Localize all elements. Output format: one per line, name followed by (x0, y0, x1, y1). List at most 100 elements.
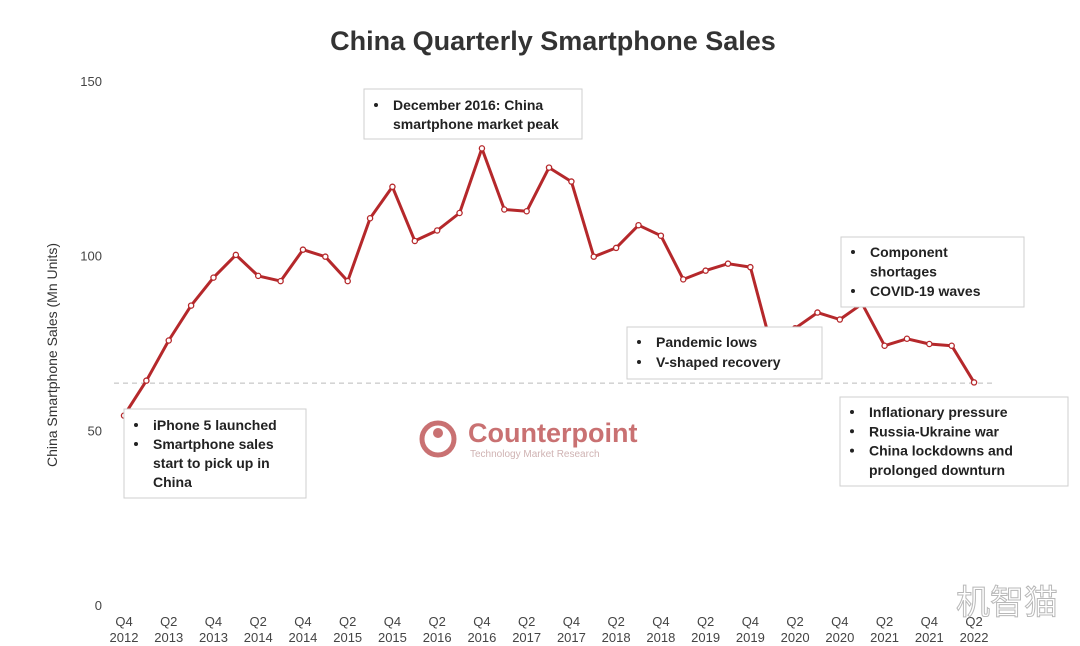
data-point (143, 377, 150, 384)
x-tick-year: 2014 (244, 630, 273, 645)
data-point (635, 221, 642, 229)
logo-dot-icon (433, 428, 443, 438)
annotation-line: Inflationary pressure (869, 404, 1008, 420)
annotation-line: shortages (870, 264, 937, 280)
data-point (926, 340, 933, 348)
data-point (299, 246, 307, 253)
annotation-line: China lockdowns and (869, 443, 1013, 459)
data-point (724, 260, 732, 267)
watermark: 机智猫 (956, 583, 1058, 623)
x-tick-year: 2020 (781, 630, 810, 645)
annotation-iphone: iPhone 5 launched Smartphone sales start t… (123, 408, 307, 499)
data-point (165, 337, 172, 344)
data-point (210, 274, 217, 281)
bullet-icon (851, 289, 855, 293)
annotation-line: December 2016: China (393, 97, 543, 113)
data-point (433, 227, 441, 234)
logo-name: Counterpoint (468, 418, 637, 448)
x-tick-quarter: Q4 (294, 614, 311, 629)
data-point (545, 164, 553, 171)
annotation-pandemic: Pandemic lows V-shaped recovery (626, 326, 823, 380)
x-tick-year: 2022 (960, 630, 989, 645)
x-tick-year: 2017 (512, 630, 541, 645)
x-tick-year: 2016 (467, 630, 496, 645)
annotation-line: prolonged downturn (869, 462, 1005, 478)
data-point (702, 267, 709, 274)
x-tick-year: 2015 (333, 630, 362, 645)
counterpoint-logo: Counterpoint Technology Market Research (419, 418, 637, 460)
data-point (187, 302, 195, 309)
bullet-icon (851, 250, 855, 254)
annotation-line: Component (870, 244, 948, 260)
data-point (814, 309, 821, 316)
x-ticks: Q42012Q22013Q42013Q22014Q42014Q22015Q420… (110, 614, 989, 645)
x-tick-year: 2021 (915, 630, 944, 645)
data-point (568, 178, 575, 185)
y-axis-label: China Smartphone Sales (Mn Units) (44, 243, 60, 467)
x-tick-year: 2012 (110, 630, 139, 645)
x-tick-year: 2018 (602, 630, 631, 645)
x-tick-quarter: Q2 (339, 614, 356, 629)
data-point (389, 183, 396, 191)
x-tick-year: 2014 (288, 630, 317, 645)
data-point (456, 209, 463, 217)
bullet-icon (134, 442, 138, 446)
annotation-line: iPhone 5 launched (153, 417, 277, 433)
x-tick-quarter: Q2 (607, 614, 624, 629)
x-tick-year: 2021 (870, 630, 899, 645)
data-point (254, 272, 262, 280)
x-tick-quarter: Q2 (429, 614, 446, 629)
annotation-line: COVID-19 waves (870, 283, 981, 299)
x-tick-year: 2013 (199, 630, 228, 645)
data-point (881, 342, 888, 349)
x-tick-quarter: Q2 (250, 614, 267, 629)
bullet-icon (134, 423, 138, 427)
x-tick-quarter: Q4 (652, 614, 669, 629)
x-tick-quarter: Q2 (160, 614, 177, 629)
bullet-icon (374, 103, 378, 107)
x-tick-year: 2015 (378, 630, 407, 645)
logo-ring-icon (419, 420, 457, 458)
x-tick-year: 2018 (646, 630, 675, 645)
annotation-component: Component shortages COVID-19 waves (840, 236, 1025, 308)
y-ticks: 0 50 100 150 (80, 74, 102, 613)
annotation-inflation: Inflationary pressure Russia-Ukraine war C… (839, 396, 1069, 487)
data-point (657, 232, 665, 239)
y-tick-label: 100 (80, 249, 102, 264)
x-tick-year: 2013 (154, 630, 183, 645)
x-tick-quarter: Q2 (965, 614, 982, 629)
x-tick-quarter: Q2 (786, 614, 803, 629)
data-point (948, 342, 955, 349)
annotation-line: Russia-Ukraine war (869, 423, 999, 439)
bullet-icon (850, 410, 854, 414)
x-tick-year: 2017 (557, 630, 586, 645)
x-tick-year: 2019 (691, 630, 720, 645)
annotation-line: Smartphone sales (153, 436, 274, 452)
data-point (366, 214, 374, 222)
annotation-line: Pandemic lows (656, 334, 757, 350)
annotation-box (123, 408, 307, 499)
data-point (970, 379, 978, 386)
annotation-peak: December 2016: China smartphone market pe… (363, 88, 583, 140)
annotation-line: smartphone market peak (393, 116, 559, 132)
x-tick-quarter: Q2 (518, 614, 535, 629)
y-axis-label-group: China Smartphone Sales (Mn Units) (44, 243, 60, 467)
data-point (322, 253, 329, 260)
x-tick-quarter: Q4 (115, 614, 132, 629)
data-point (344, 277, 351, 285)
x-tick-year: 2020 (825, 630, 854, 645)
x-tick-quarter: Q4 (831, 614, 848, 629)
x-tick-quarter: Q4 (473, 614, 490, 629)
x-tick-quarter: Q4 (205, 614, 222, 629)
annotation-line: China (153, 474, 192, 490)
data-point (590, 253, 598, 260)
data-point (277, 277, 284, 285)
x-tick-quarter: Q4 (384, 614, 401, 629)
x-tick-year: 2019 (736, 630, 765, 645)
data-point (836, 316, 844, 323)
bullet-icon (850, 448, 854, 453)
chart-title: China Quarterly Smartphone Sales (330, 26, 776, 56)
annotation-line: V-shaped recovery (656, 354, 781, 370)
data-point (232, 251, 240, 259)
y-tick-label: 50 (88, 423, 102, 438)
